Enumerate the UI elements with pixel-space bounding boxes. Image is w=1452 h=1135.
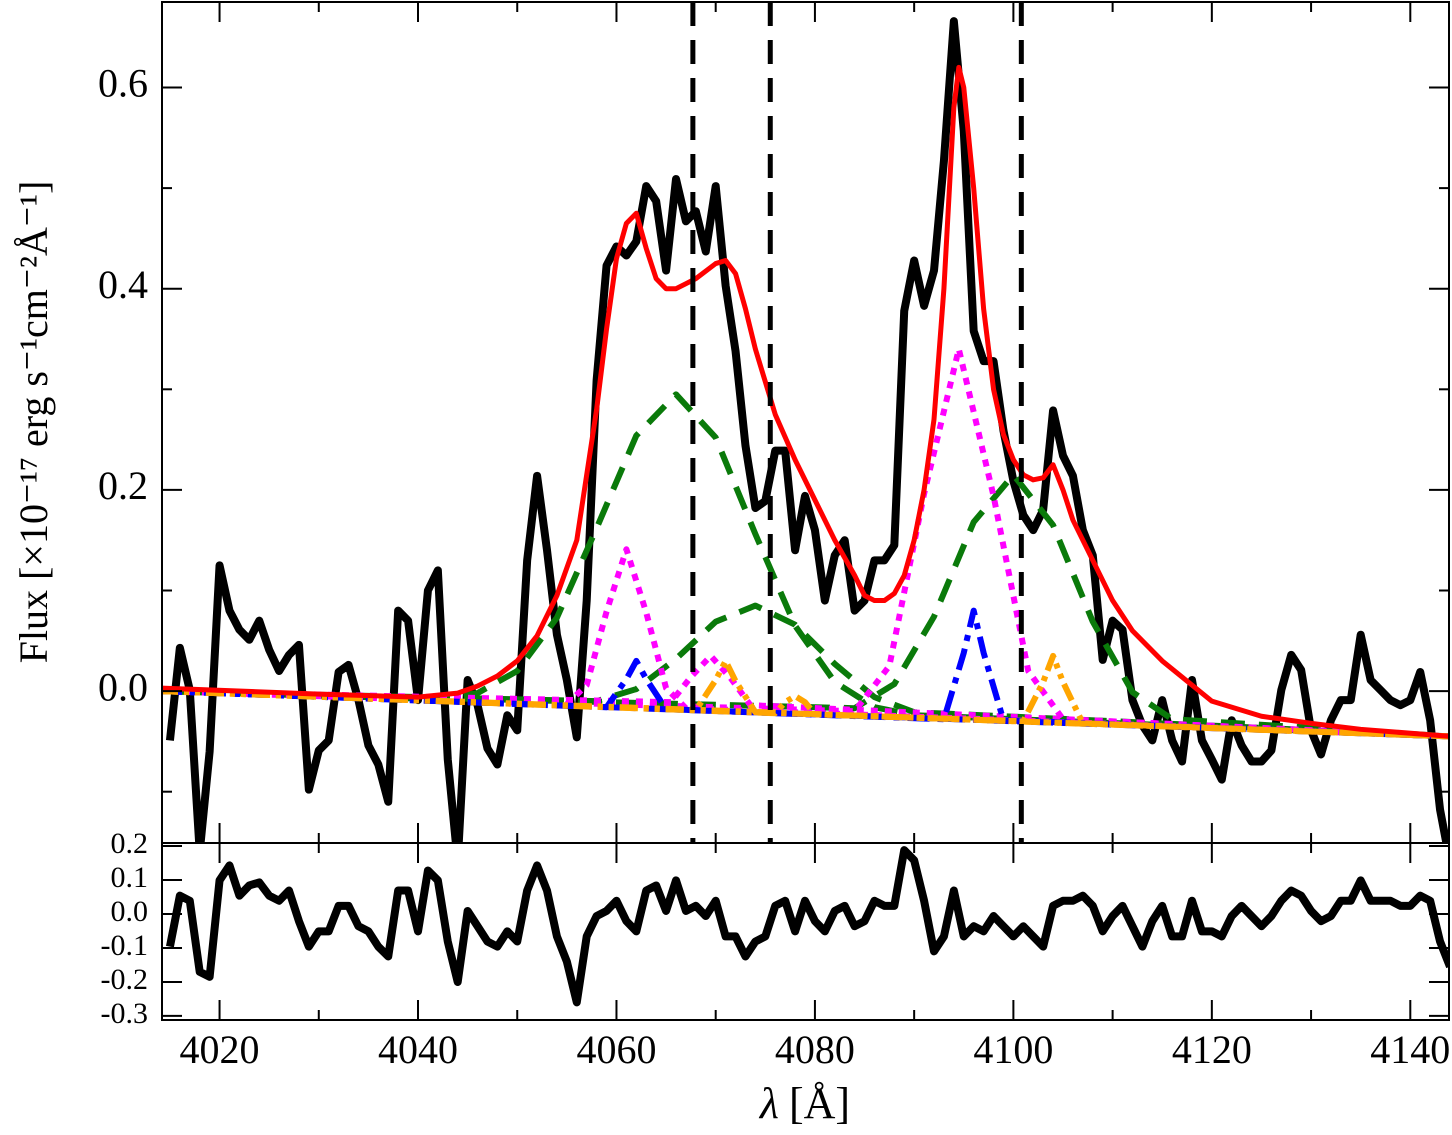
x-tick-label: 4120 [1172, 1027, 1252, 1072]
series-line [166, 846, 1449, 1007]
x-tick-label: 4060 [576, 1027, 656, 1072]
y-tick-label: 0.4 [98, 262, 148, 307]
y-tick-label: 0.0 [98, 664, 148, 709]
y-axis-label: Flux [×10⁻¹⁷ erg s⁻¹cm⁻²Å⁻¹] [11, 181, 56, 664]
y-tick-label: -0.3 [101, 997, 149, 1030]
plot-area [166, 846, 1449, 1007]
x-tick-label: 4020 [180, 1027, 260, 1072]
x-axis-symbol: λ [758, 1079, 779, 1128]
series-line [162, 657, 1449, 740]
series-line [162, 391, 1449, 740]
x-axis-unit: [Å] [789, 1079, 850, 1128]
series-line [162, 652, 1449, 740]
series-line [162, 607, 1449, 740]
series-line [162, 471, 1449, 740]
y-tick-label: 0.2 [111, 827, 149, 860]
series-line [165, 17, 1449, 843]
x-tick-label: 4040 [378, 1027, 458, 1072]
x-tick-label: 4080 [775, 1027, 855, 1072]
y-tick-label: 0.1 [111, 861, 149, 894]
x-tick-label: 4100 [973, 1027, 1053, 1072]
frame [161, 842, 1450, 1021]
series-line [162, 64, 1449, 739]
x-tick-label: 4140 [1370, 1027, 1450, 1072]
x-axis-label: λ [Å] [758, 1079, 850, 1128]
y-tick-label: 0.2 [98, 463, 148, 508]
series-line [162, 546, 1449, 740]
series-line [162, 602, 1449, 740]
y-tick-label: -0.2 [101, 963, 149, 996]
y-tick-label: 0.6 [98, 61, 148, 106]
plot-area [162, 2, 1449, 843]
series-line [162, 346, 1449, 740]
y-tick-label: -0.1 [101, 929, 149, 962]
y-tick-label: 0.0 [111, 895, 149, 928]
